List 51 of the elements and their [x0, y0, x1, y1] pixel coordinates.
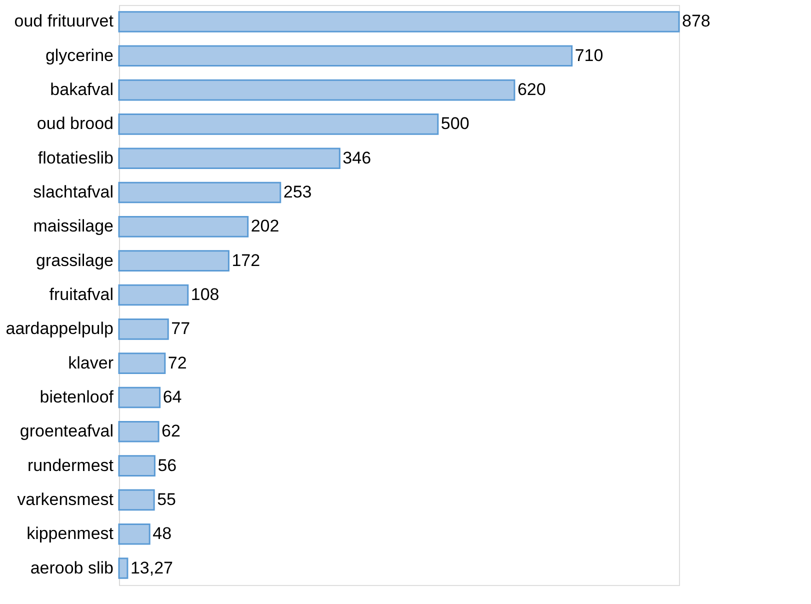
y-tick-label: aardappelpulp — [6, 319, 114, 338]
y-tick-label: klaver — [68, 353, 114, 372]
bar — [118, 284, 189, 306]
y-tick-label: fruitafval — [49, 285, 114, 304]
data-label: 108 — [190, 285, 220, 304]
data-label: 253 — [283, 182, 312, 202]
y-tick-label: maissilage — [33, 216, 114, 236]
y-tick-label: kippenmest — [26, 524, 114, 544]
data-label: 72 — [168, 353, 187, 372]
bar — [118, 11, 680, 32]
bar — [118, 250, 230, 272]
bar — [118, 455, 156, 476]
data-label: 62 — [162, 422, 180, 441]
y-tick-label: varkensmest — [17, 490, 114, 509]
y-tick-label: groenteafval — [20, 422, 114, 441]
y-tick-label: bietenloof — [40, 387, 114, 406]
y-tick-label: glycerine — [45, 46, 114, 65]
data-label: 620 — [517, 80, 546, 100]
bar — [118, 558, 128, 579]
data-label: 710 — [574, 46, 604, 65]
data-label: 55 — [157, 490, 176, 509]
data-label: 56 — [158, 456, 177, 475]
data-label: 64 — [162, 387, 182, 406]
y-tick-label: oud frituurvet — [14, 12, 114, 31]
bar — [118, 420, 160, 442]
bar — [118, 489, 155, 511]
bar — [118, 79, 516, 101]
bar — [118, 148, 340, 170]
bar — [118, 216, 249, 238]
y-tick-label: rundermest — [28, 456, 114, 475]
y-tick-label: bakafval — [50, 80, 114, 100]
y-tick-label: oud brood — [36, 114, 114, 134]
data-label: 77 — [171, 319, 190, 338]
data-label: 48 — [152, 524, 172, 544]
y-tick-label: slachtafval — [33, 182, 114, 202]
bar — [118, 114, 439, 135]
bar — [118, 318, 169, 340]
bar — [118, 45, 573, 67]
data-label: 13,27 — [130, 558, 174, 578]
y-tick-label: grassilage — [36, 250, 114, 270]
y-tick-label: flotatieslib — [38, 148, 114, 168]
data-label: 172 — [232, 250, 260, 270]
data-label: 346 — [342, 148, 372, 168]
bar — [118, 386, 161, 408]
data-label: 500 — [440, 114, 470, 134]
bar — [118, 523, 150, 545]
data-label: 878 — [682, 12, 710, 31]
bar — [118, 182, 282, 204]
y-tick-label: aeroob slib — [30, 558, 114, 578]
bar — [118, 352, 166, 374]
data-label: 202 — [250, 216, 280, 236]
